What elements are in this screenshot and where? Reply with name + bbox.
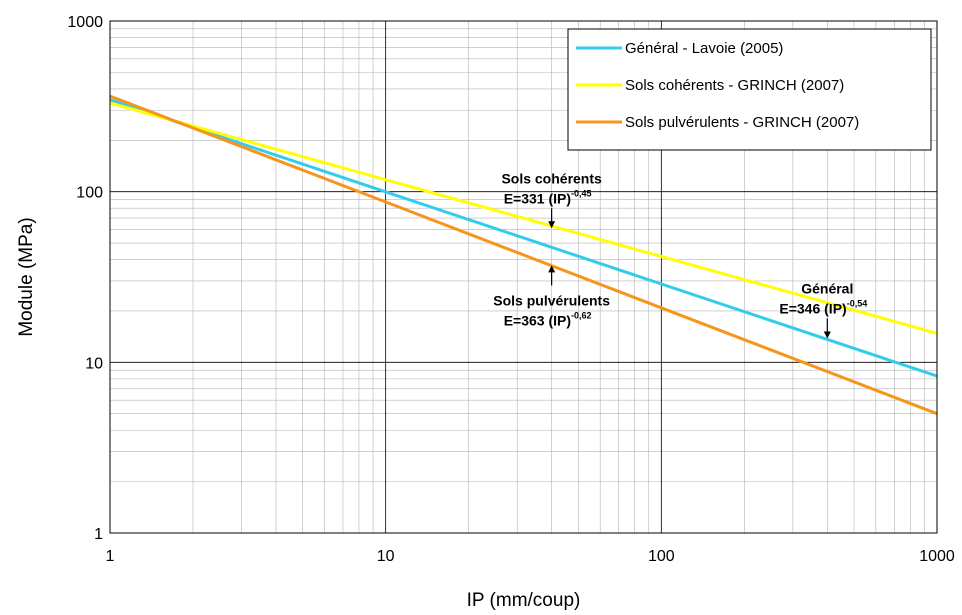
y-axis-title: Module (MPa) (16, 217, 37, 336)
annotation-arrowhead (548, 265, 556, 273)
annotation-formula: E=346 (IP)-0,54 (779, 298, 867, 316)
x-tick-labels: 1 10 100 1000 (106, 548, 955, 565)
annotation-formula: E=331 (IP)-0,45 (504, 188, 592, 206)
series-lines (109, 94, 938, 416)
series-line-1 (109, 98, 938, 378)
annotations: Sols cohérents E=331 (IP)-0,45 Sols pulvér… (493, 170, 867, 339)
legend-box (567, 28, 932, 151)
x-axis-title: IP (mm/coup) (467, 590, 581, 611)
annotation-title: Sols pulvérulents (493, 292, 610, 308)
annotation-title: Sols cohérents (501, 170, 602, 186)
annotation-exponent: -0,45 (571, 188, 592, 198)
x-tick-label: 1000 (919, 548, 955, 565)
annotation-arrowhead (548, 221, 556, 229)
plot-frame (109, 20, 938, 534)
legend-label: Général - Lavoie (2005) (625, 40, 783, 57)
y-tick-label: 1 (94, 526, 103, 543)
annotation-formula: E=363 (IP)-0,62 (504, 310, 592, 328)
annotation-title: Général (801, 280, 853, 296)
y-tick-label: 1000 (67, 14, 103, 31)
series-line-2 (109, 101, 938, 335)
x-tick-label: 100 (648, 548, 675, 565)
annotation-exponent: -0,62 (571, 310, 592, 320)
annotation-exponent: -0,54 (847, 298, 868, 308)
x-tick-label: 1 (106, 548, 115, 565)
legend: Général - Lavoie (2005) Sols cohérents - … (567, 28, 932, 151)
y-tick-label: 10 (85, 355, 103, 372)
legend-label: Sols cohérents - GRINCH (2007) (625, 77, 844, 94)
y-tick-labels: 1 10 100 1000 (67, 14, 103, 543)
legend-label: Sols pulvérulents - GRINCH (2007) (625, 114, 859, 131)
y-tick-label: 100 (76, 185, 103, 202)
annotation-arrowhead (823, 331, 831, 339)
series-line-3 (109, 94, 938, 416)
x-tick-label: 10 (377, 548, 395, 565)
